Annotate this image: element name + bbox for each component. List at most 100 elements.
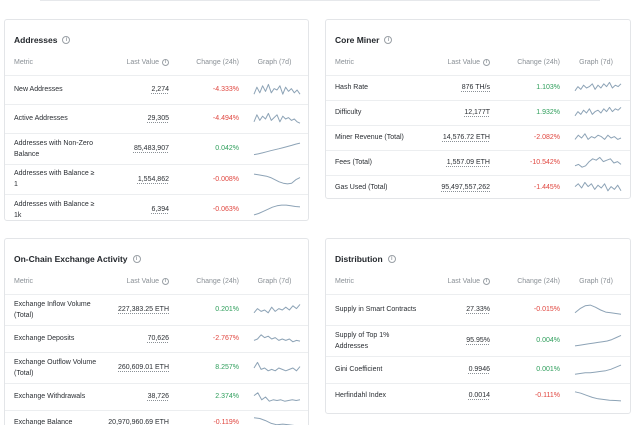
- header-change: Change (24h): [496, 269, 566, 295]
- header-graph: Graph (7d): [566, 269, 630, 295]
- sparkline-chart[interactable]: [574, 388, 622, 404]
- sparkline-chart[interactable]: [253, 331, 301, 347]
- metric-name: New Addresses: [5, 75, 105, 105]
- table-row[interactable]: New Addresses 2,274 -4.333%: [5, 75, 308, 105]
- sparkline-chart[interactable]: [574, 105, 622, 121]
- table-row[interactable]: Exchange Outflow Volume (Total) 260,609.0…: [5, 352, 308, 384]
- last-value[interactable]: 876 TH/s: [461, 84, 490, 91]
- last-value-cell: 227,383.25 ETH: [105, 294, 175, 326]
- metric-name: Exchange Deposits: [5, 325, 105, 353]
- graph-cell: [245, 164, 308, 195]
- sparkline-chart[interactable]: [574, 155, 622, 171]
- table-row[interactable]: Exchange Balance 20,970,960.69 ETH -0.119%: [5, 410, 308, 425]
- last-value[interactable]: 0.9946: [468, 366, 490, 373]
- info-icon[interactable]: i: [384, 36, 393, 44]
- core-miner-card: Core Miner i Metric Last Value i Change (…: [325, 19, 631, 199]
- sparkline-chart[interactable]: [574, 302, 622, 318]
- graph-cell: [566, 150, 630, 176]
- header-last-value: Last Value i: [426, 50, 496, 76]
- info-icon[interactable]: i: [62, 36, 71, 44]
- change-24h: 2.374%: [175, 383, 245, 411]
- table-row[interactable]: Supply of Top 1% Addresses 95.95% 0.004%: [326, 325, 630, 357]
- info-icon[interactable]: i: [387, 255, 396, 263]
- table-row[interactable]: Gas Used (Total) 95,497,557,262 -1.445%: [326, 175, 630, 198]
- sparkline-chart[interactable]: [253, 141, 301, 157]
- sparkline-chart[interactable]: [574, 80, 622, 96]
- header-metric: Metric: [5, 269, 105, 295]
- sparkline-chart[interactable]: [253, 389, 301, 405]
- sparkline-series: [574, 364, 622, 375]
- table-row[interactable]: Supply in Smart Contracts 27.33% -0.015%: [326, 294, 630, 326]
- last-value[interactable]: 85,483,907: [133, 145, 169, 152]
- last-value[interactable]: 6,394: [151, 206, 169, 214]
- table-row[interactable]: Addresses with Balance ≥ 1k 6,394 -0.063%: [5, 194, 308, 220]
- table-row[interactable]: Miner Revenue (Total) 14,576.72 ETH -2.082…: [326, 125, 630, 151]
- last-value[interactable]: 27.33%: [466, 306, 490, 313]
- info-icon[interactable]: i: [483, 58, 490, 66]
- last-value[interactable]: 0.0014: [468, 392, 490, 400]
- sparkline-series: [253, 303, 300, 313]
- info-icon[interactable]: i: [162, 58, 169, 66]
- table-row[interactable]: Fees (Total) 1,557.09 ETH -10.542%: [326, 150, 630, 176]
- sparkline-chart[interactable]: [253, 414, 301, 425]
- table-row[interactable]: Hash Rate 876 TH/s 1.103%: [326, 75, 630, 101]
- sparkline-chart[interactable]: [253, 360, 301, 376]
- sparkline-chart[interactable]: [253, 82, 301, 98]
- last-value[interactable]: 2,274: [151, 86, 169, 93]
- table-row[interactable]: Exchange Inflow Volume (Total) 227,383.25…: [5, 294, 308, 326]
- table-row[interactable]: Addresses with Balance ≥ 1 1,554,862 -0.00…: [5, 164, 308, 195]
- table-row[interactable]: Addresses with Non-Zero Balance 85,483,90…: [5, 133, 308, 165]
- info-icon[interactable]: i: [132, 255, 141, 263]
- last-value[interactable]: 1,557.09 ETH: [446, 159, 490, 166]
- table-row[interactable]: Active Addresses 29,305 -4.494%: [5, 104, 308, 134]
- last-value-cell: 0.9946: [426, 356, 496, 384]
- last-value[interactable]: 20,970,960.69 ETH: [108, 418, 169, 425]
- sparkline-chart[interactable]: [253, 302, 301, 318]
- table-row[interactable]: Herfindahl Index 0.0014 -0.111%: [326, 383, 630, 408]
- sparkline-chart[interactable]: [574, 333, 622, 349]
- info-icon[interactable]: i: [483, 277, 490, 285]
- sparkline-series: [253, 391, 300, 402]
- graph-cell: [566, 294, 630, 326]
- last-value-cell: 6,394: [105, 194, 175, 220]
- last-value-cell: 876 TH/s: [426, 75, 496, 101]
- sparkline-series: [574, 181, 622, 192]
- last-value[interactable]: 14,576.72 ETH: [442, 134, 490, 141]
- last-value[interactable]: 95.95%: [466, 337, 490, 344]
- graph-cell: [245, 104, 308, 134]
- last-value[interactable]: 12,177T: [464, 109, 490, 116]
- last-value[interactable]: 227,383.25 ETH: [118, 306, 169, 313]
- info-icon[interactable]: i: [162, 277, 169, 285]
- sparkline-series: [253, 417, 292, 425]
- graph-cell: [245, 294, 308, 326]
- graph-cell: [566, 125, 630, 151]
- table-row[interactable]: Exchange Deposits 70,626 -2.767%: [5, 325, 308, 353]
- sparkline-chart[interactable]: [253, 111, 301, 127]
- graph-cell: [566, 356, 630, 384]
- sparkline-chart[interactable]: [253, 202, 301, 218]
- addresses-card: Addresses i Metric Last Value i Change (2…: [4, 19, 309, 221]
- table-row[interactable]: Difficulty 12,177T 1.932%: [326, 100, 630, 126]
- change-24h: 0.001%: [496, 356, 566, 384]
- last-value[interactable]: 95,497,557,262: [441, 184, 490, 192]
- sparkline-chart[interactable]: [574, 362, 622, 378]
- graph-cell: [245, 325, 308, 353]
- sparkline-chart[interactable]: [574, 180, 622, 196]
- last-value[interactable]: 1,554,862: [137, 175, 169, 183]
- last-value[interactable]: 70,626: [147, 335, 169, 342]
- last-value[interactable]: 29,305: [147, 115, 169, 122]
- change-24h: 0.042%: [175, 133, 245, 165]
- last-value[interactable]: 260,609.01 ETH: [118, 364, 169, 371]
- header-metric: Metric: [5, 50, 105, 76]
- metric-name: Exchange Withdrawals: [5, 383, 105, 411]
- last-value[interactable]: 38,726: [147, 393, 169, 400]
- table-row[interactable]: Gini Coefficient 0.9946 0.001%: [326, 356, 630, 384]
- table-row[interactable]: Exchange Withdrawals 38,726 2.374%: [5, 383, 308, 411]
- sparkline-chart[interactable]: [253, 171, 301, 187]
- metric-name: Hash Rate: [326, 75, 426, 101]
- change-24h: 0.201%: [175, 294, 245, 326]
- change-24h: -2.767%: [175, 325, 245, 353]
- sparkline-chart[interactable]: [574, 130, 622, 146]
- table-header-row: Metric Last Value i Change (24h) Graph (7…: [5, 269, 308, 295]
- metric-name: Addresses with Balance ≥ 1: [5, 164, 105, 195]
